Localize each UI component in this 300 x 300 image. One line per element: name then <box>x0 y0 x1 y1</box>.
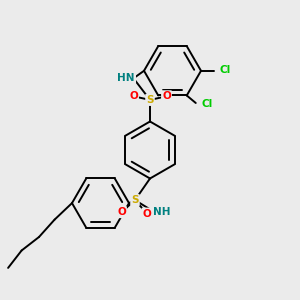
Text: HN: HN <box>118 73 135 83</box>
Text: S: S <box>146 95 154 105</box>
Text: O: O <box>129 91 138 101</box>
Text: O: O <box>117 207 126 217</box>
Text: Cl: Cl <box>201 99 212 109</box>
Text: Cl: Cl <box>219 64 230 75</box>
Text: S: S <box>131 195 139 205</box>
Text: NH: NH <box>153 207 170 217</box>
Text: O: O <box>142 208 152 219</box>
Text: O: O <box>162 91 171 101</box>
